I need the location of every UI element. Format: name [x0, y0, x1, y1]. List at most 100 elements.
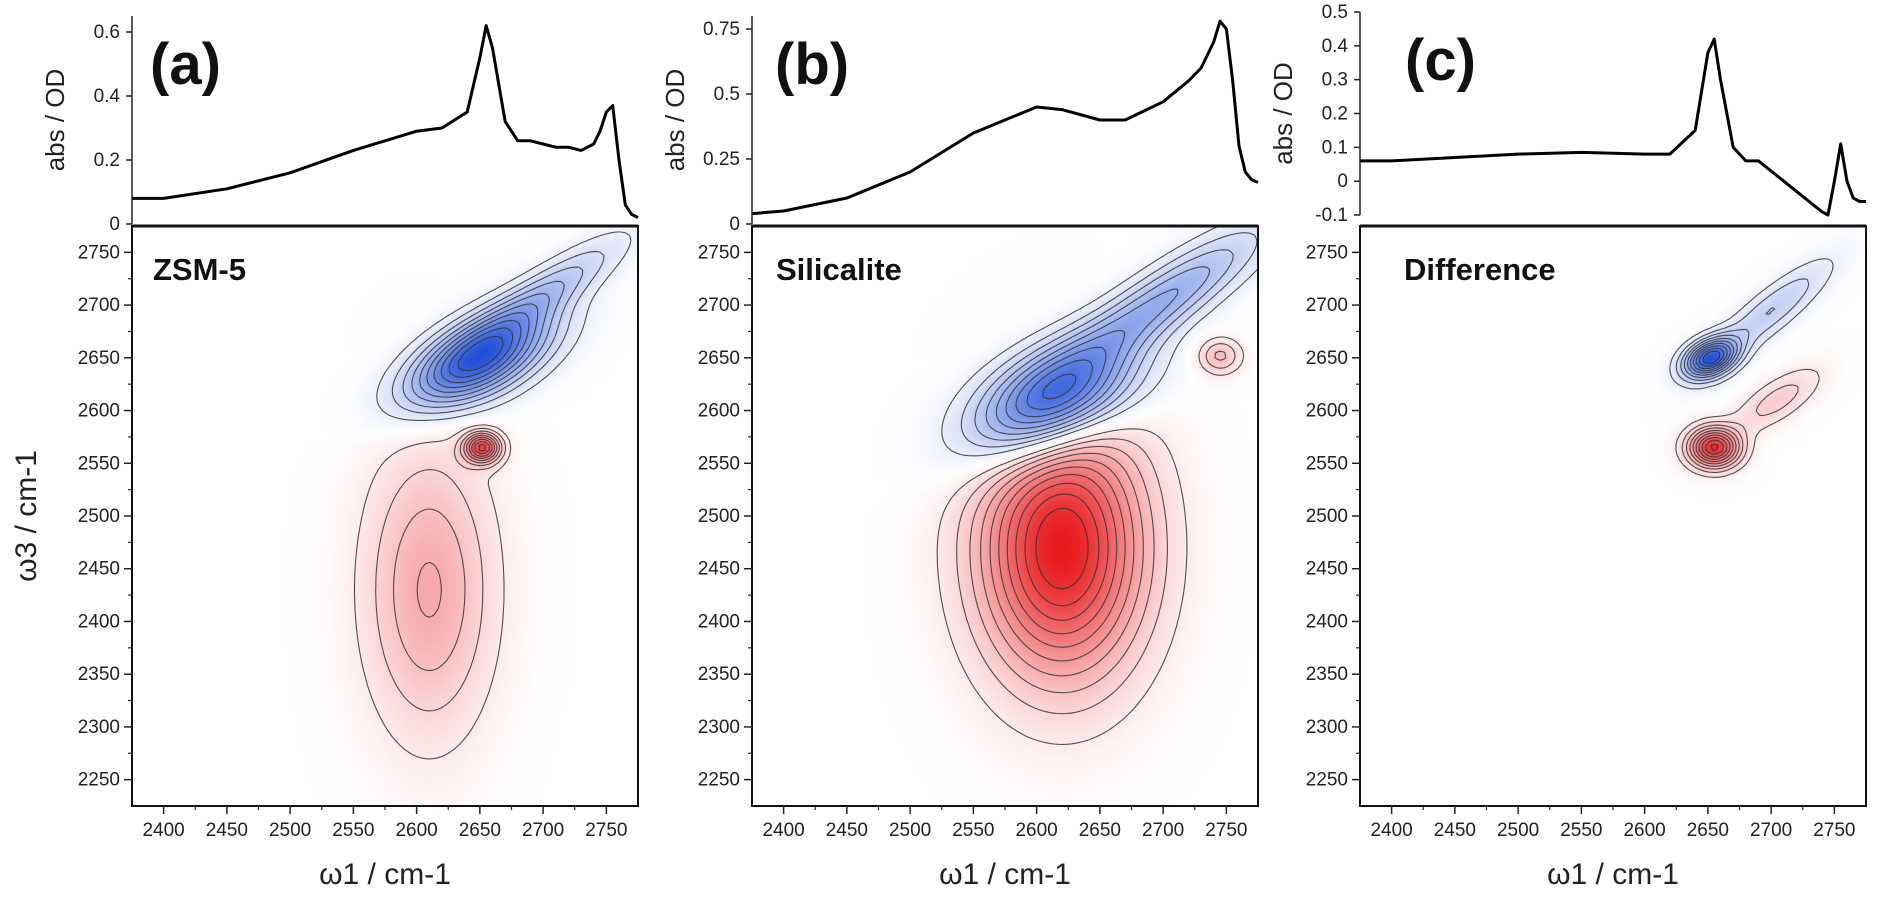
contour-line: [1698, 434, 1731, 460]
contour-line: [1669, 258, 1834, 390]
x-tick-label: 2450: [826, 820, 868, 841]
contour-line: [433, 312, 530, 389]
x-axis-title: ω1 / cm-1: [319, 858, 451, 891]
contour-line: [419, 293, 550, 398]
x-tick-label: 2650: [1079, 820, 1121, 841]
x-tick-label: 2450: [1434, 820, 1476, 841]
contour-line: [426, 303, 539, 393]
panel-b: 0 0.25 0.5 0.75 abs / OD (b) 2400 2450 2500 2550 2…: [660, 16, 1259, 891]
contour-line: [1689, 427, 1740, 467]
abs-y-tick-label: 0: [729, 214, 740, 235]
contour-line: [411, 280, 565, 403]
contour-line: [402, 266, 584, 408]
contour-line: [376, 231, 632, 421]
y-tick-label: 2450: [698, 559, 740, 580]
abs-y-tick-label: 0.75: [703, 19, 740, 40]
abs-y-tick-label: 0: [1337, 171, 1348, 192]
y-tick-label: 2650: [78, 348, 120, 369]
y-tick-label: 2500: [78, 506, 120, 527]
y-tick-label: 2650: [1306, 348, 1348, 369]
y-axis-title: ω3 / cm-1: [10, 450, 43, 582]
contour-line: [1681, 384, 1799, 473]
x-tick-label: 2700: [1142, 820, 1184, 841]
sample-label: Silicalite: [776, 252, 902, 287]
contour-line: [1702, 350, 1721, 365]
contour-line: [375, 427, 507, 712]
abs-y-tick-label: 0.5: [714, 84, 740, 105]
absorption-spectrum-line: [751, 19, 1259, 216]
y-tick-label: 2550: [78, 453, 120, 474]
x-tick-label: 2550: [332, 820, 374, 841]
y-tick-label: 2500: [698, 506, 740, 527]
panel-label: (b): [775, 32, 849, 97]
y-tick-label: 2250: [1306, 770, 1348, 791]
contour-line: [980, 452, 1144, 677]
contour-line: [936, 336, 1245, 745]
contour-line: [468, 436, 495, 459]
contour-line: [1675, 368, 1820, 478]
contour-line: [1692, 342, 1732, 372]
abs-y-tick-label: 0.1: [1322, 137, 1348, 158]
abs-y-tick-label: 0.6: [94, 22, 120, 43]
contour-line: [1015, 482, 1109, 621]
y-tick-label: 2300: [78, 717, 120, 738]
y-tick-label: 2750: [1306, 242, 1348, 263]
x-tick-label: 2400: [1370, 820, 1412, 841]
contour-line: [1026, 359, 1093, 410]
contour-line: [471, 438, 493, 457]
contour-line: [353, 424, 512, 760]
y-tick-label: 2400: [78, 611, 120, 632]
panel-a: 0 0.2 0.4 0.6 abs / OD (a) 2400 2450 2500 2550 260…: [10, 16, 639, 891]
abs-y-tick-label: 0.2: [94, 150, 120, 171]
abs-y-tick-label: 0.25: [703, 149, 740, 170]
contour-line: [393, 430, 503, 672]
x-tick-label: 2600: [395, 820, 437, 841]
x-tick-label: 2500: [889, 820, 931, 841]
contour-line: [998, 466, 1126, 648]
y-tick-label: 2700: [1306, 295, 1348, 316]
x-tick-label: 2700: [522, 820, 564, 841]
sample-label: Difference: [1404, 252, 1556, 287]
heatmap-2d-ir: [752, 226, 1258, 806]
y-tick-label: 2750: [78, 242, 120, 263]
contour-line: [1675, 278, 1810, 385]
contour-line: [1695, 432, 1734, 463]
x-tick-label: 2550: [952, 820, 994, 841]
abs-y-tick-label: -0.1: [1315, 205, 1348, 226]
y-tick-label: 2400: [1306, 611, 1348, 632]
abs-y-tick-label: 0.2: [1322, 104, 1348, 125]
contour-line: [1689, 340, 1735, 374]
contour-line: [960, 232, 1258, 448]
y-tick-label: 2600: [1306, 401, 1348, 422]
contour-line: [974, 249, 1234, 441]
contour-line: [985, 266, 1211, 435]
contour-line: [956, 343, 1236, 715]
contour-line: [440, 320, 522, 384]
y-tick-label: 2350: [78, 664, 120, 685]
x-tick-label: 2700: [1750, 820, 1792, 841]
abs-y-tick-label: 0.5: [1322, 2, 1348, 23]
y-tick-label: 2550: [698, 453, 740, 474]
abs-axis-title: abs / OD: [40, 69, 70, 172]
y-tick-label: 2350: [1306, 664, 1348, 685]
y-tick-label: 2700: [78, 295, 120, 316]
contour-line: [1701, 437, 1728, 458]
y-tick-label: 2600: [78, 401, 120, 422]
contour-line: [1698, 347, 1725, 367]
y-tick-label: 2300: [698, 717, 740, 738]
absorption-spectrum-line: [1360, 37, 1866, 217]
contour-line: [1705, 439, 1724, 455]
y-tick-label: 2700: [698, 295, 740, 316]
panel-label: (c): [1405, 28, 1476, 93]
x-tick-label: 2500: [269, 820, 311, 841]
x-tick-label: 2750: [1205, 820, 1247, 841]
absorption-spectrum-line: [132, 24, 639, 219]
x-tick-label: 2400: [762, 820, 804, 841]
x-tick-label: 2750: [1813, 820, 1855, 841]
abs-y-tick-label: 0.3: [1322, 70, 1348, 91]
contour-line: [1695, 345, 1728, 370]
x-tick-label: 2450: [206, 820, 248, 841]
y-tick-label: 2550: [1306, 453, 1348, 474]
contour-line: [1685, 424, 1744, 470]
